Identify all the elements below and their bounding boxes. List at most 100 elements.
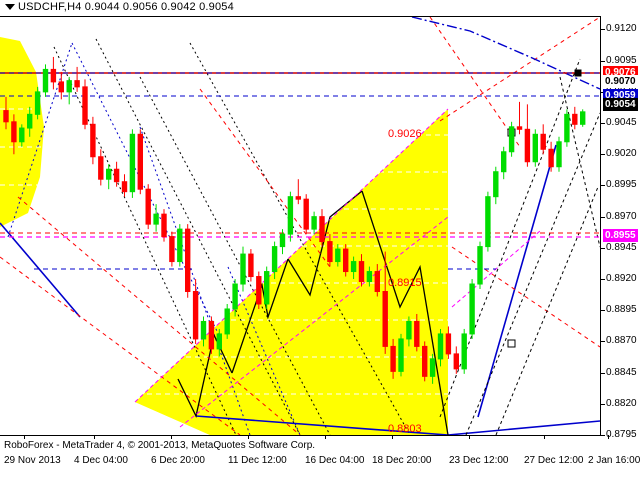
candle-body (508, 126, 515, 153)
price-tick-label: 0.8895 (606, 304, 637, 316)
time-tick-label: 29 Nov 2013 (4, 455, 61, 466)
price-tick-label: 0.8820 (606, 397, 637, 409)
triangle-down-icon[interactable] (5, 4, 15, 10)
candle-body (580, 111, 586, 125)
price-tick-mark (600, 279, 605, 281)
candle-body (295, 196, 302, 200)
time-tick-mark (248, 435, 249, 439)
axis-label-0-9070: 0.9070 (603, 75, 638, 88)
candle-body (137, 133, 144, 190)
candle-body (453, 353, 460, 370)
price-tick-mark (600, 341, 605, 343)
candle-body (256, 276, 262, 305)
candle-body (287, 196, 294, 235)
time-tick-mark (94, 435, 95, 439)
candle-body (516, 126, 523, 130)
red-dashed-fan (0, 17, 600, 435)
trendline-blue-lower2 (447, 420, 600, 435)
trendline-blue-lower (195, 415, 449, 435)
price-tick-label: 0.8920 (606, 273, 637, 285)
price-tick-label: 0.9120 (606, 23, 637, 35)
time-tick-mark (469, 435, 470, 439)
candle-body (169, 236, 175, 263)
time-tick-mark (24, 435, 25, 439)
candle-body (129, 133, 136, 193)
time-tick-label: 27 Dec 12:00 (524, 455, 584, 466)
candle-body (34, 91, 41, 115)
candle-body (192, 291, 199, 340)
candle-body (501, 151, 507, 173)
price-tick-label: 0.8795 (606, 429, 637, 440)
candle-body (469, 283, 475, 335)
price-tick-label: 0.9095 (606, 54, 637, 66)
time-tick-label: 4 Dec 04:00 (74, 455, 128, 466)
candle-body (477, 246, 483, 285)
candle-body (74, 80, 80, 88)
chart-canvas: 0.9026 0.8915 0.8803 (0, 17, 600, 435)
candle-body (540, 133, 546, 150)
price-tick-label: 0.8995 (606, 179, 637, 191)
candle-body (445, 333, 452, 355)
candle-body (200, 320, 207, 340)
trendline-blue-up (477, 144, 557, 418)
candle-body (398, 338, 404, 372)
price-tick-label: 0.8870 (606, 335, 637, 347)
candle-body (19, 127, 25, 143)
candle-body (208, 320, 215, 350)
ascending-channel (439, 58, 600, 435)
candle-body (161, 213, 167, 238)
candle-body (374, 271, 381, 293)
time-tick-mark (608, 435, 609, 439)
time-tick-label: 11 Dec 12:00 (228, 455, 287, 466)
plot-frame-bottom (0, 435, 601, 436)
candle-body (311, 216, 317, 230)
time-tick-label: 16 Dec 04:00 (305, 455, 365, 466)
candle-body (390, 345, 396, 372)
candle-body (366, 271, 373, 283)
candle-body (232, 283, 238, 310)
candle-body (66, 80, 72, 93)
candle-body (153, 213, 159, 225)
chart-title: USDCHF,H4 0.9044 0.9056 0.9042 0.9054 (18, 1, 234, 13)
candle-body (90, 123, 96, 158)
last-price-tag: 0.9054 (603, 98, 638, 111)
candle-body (177, 228, 183, 263)
time-tick-label: 2 Jan 16:00 (588, 455, 640, 466)
time-tick-mark (171, 435, 172, 439)
upper-resistance-dashdot (411, 17, 600, 90)
candle-body (248, 253, 254, 278)
time-tick-label: 18 Dec 20:00 (372, 455, 432, 466)
candle-body (358, 261, 365, 283)
plot-frame-right (600, 17, 601, 436)
price-tick-mark (600, 372, 605, 374)
handle-channel-bottom (507, 339, 516, 348)
candle-body (382, 291, 388, 347)
candlestick-series (3, 56, 586, 384)
candle-body (485, 196, 491, 248)
price-tick-mark (600, 435, 605, 436)
candle-body (113, 168, 120, 183)
time-tick-label: 6 Dec 20:00 (151, 455, 205, 466)
price-tick-mark (600, 185, 605, 187)
annotation-layer: 0.9026 0.8915 0.8803 (388, 128, 422, 435)
candle-body (145, 188, 151, 225)
candle-body (240, 253, 246, 285)
candle-body (303, 198, 309, 230)
candle-body (106, 168, 112, 180)
candle-body (121, 181, 128, 193)
plot-area[interactable]: 0.9026 0.8915 0.8803 (0, 17, 600, 435)
candle-body (224, 308, 230, 335)
price-tick-mark (600, 60, 605, 62)
price-tick-mark (600, 216, 605, 218)
candle-body (343, 248, 349, 273)
price-tick-label: 0.8970 (606, 210, 637, 222)
fib-label-0-8803: 0.8803 (388, 423, 422, 435)
candle-body (319, 216, 325, 243)
magenta-level-tag: 0.8955 (603, 229, 638, 242)
price-tick-label: 0.8845 (606, 366, 637, 378)
price-tick-mark (600, 310, 605, 312)
price-tick-label: 0.9020 (606, 148, 637, 160)
price-tick-mark (600, 247, 605, 249)
candle-body (50, 68, 57, 83)
